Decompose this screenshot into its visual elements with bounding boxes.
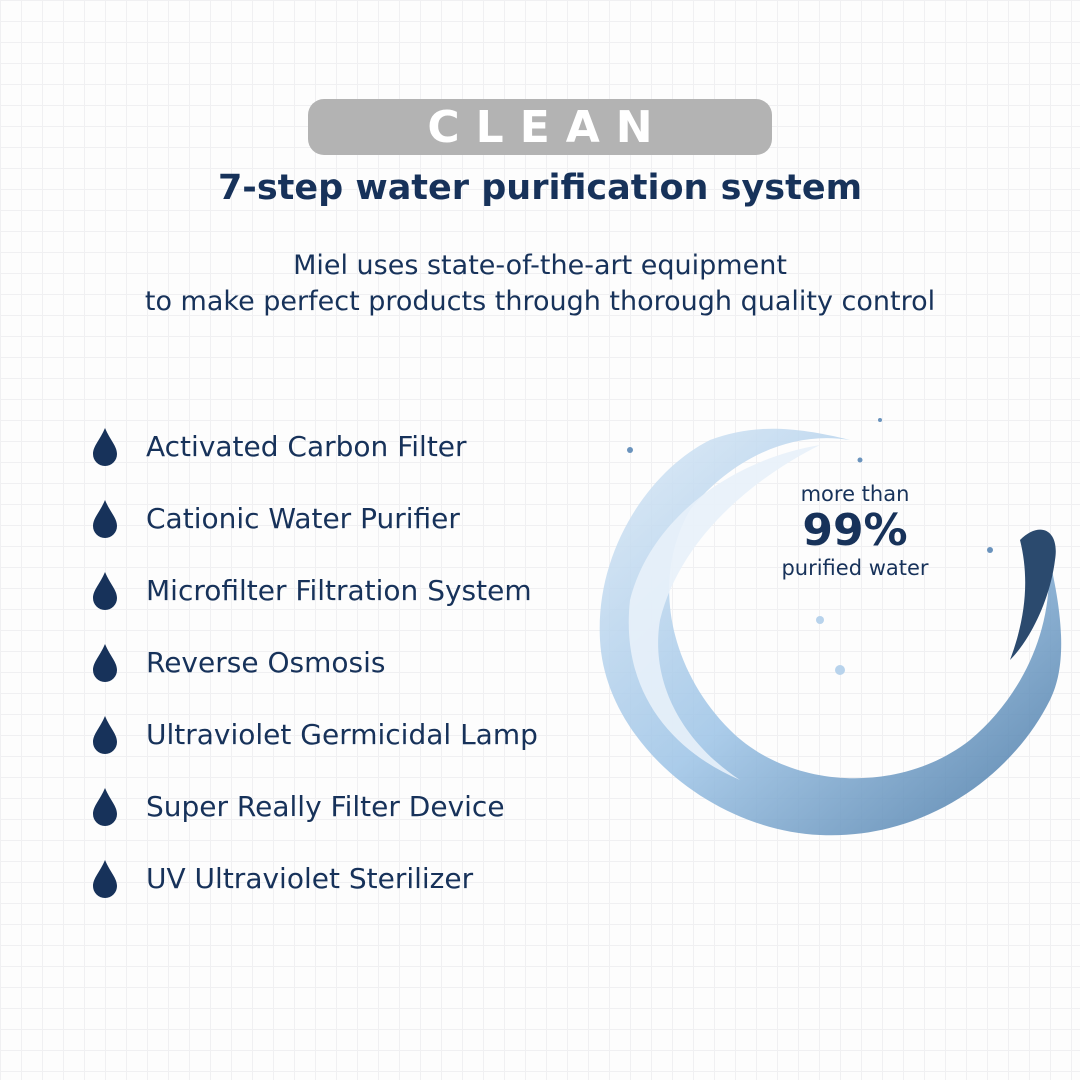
subtitle-line-1: Miel uses state-of-the-art equipment <box>293 250 787 281</box>
stat-suffix: purified water <box>781 556 929 580</box>
list-item: UV Ultraviolet Sterilizer <box>90 842 538 914</box>
water-splash-image <box>599 418 1062 836</box>
list-item: Cationic Water Purifier <box>90 482 538 554</box>
water-drop-icon <box>93 860 117 898</box>
subtitle-line-2: to make perfect products through thoroug… <box>144 286 936 317</box>
step-label: Super Really Filter Device <box>146 789 505 823</box>
step-label: Ultraviolet Germicidal Lamp <box>146 717 538 751</box>
list-item: Ultraviolet Germicidal Lamp <box>90 698 538 770</box>
list-item: Microfilter Filtration System <box>90 554 538 626</box>
subtitle: Miel uses state-of-the-art equipment to … <box>0 248 1080 320</box>
step-label: Activated Carbon Filter <box>146 429 467 463</box>
steps-list: Activated Carbon Filter Cationic Water P… <box>90 410 538 914</box>
step-label: UV Ultraviolet Sterilizer <box>146 861 474 895</box>
water-drop-icon <box>93 428 117 466</box>
list-item: Super Really Filter Device <box>90 770 538 842</box>
stat-value: 99% <box>802 505 908 556</box>
water-drop-icon <box>93 500 117 538</box>
step-label: Reverse Osmosis <box>146 645 386 679</box>
water-drop-icon <box>93 572 117 610</box>
stat-prefix: more than <box>800 482 910 506</box>
clean-badge: CLEAN <box>308 99 772 155</box>
purity-stat: more than 99% purified water <box>760 482 950 580</box>
water-drop-icon <box>93 788 117 826</box>
water-drop-icon <box>93 644 117 682</box>
step-label: Cationic Water Purifier <box>146 501 460 535</box>
water-drop-icon <box>93 716 117 754</box>
list-item: Activated Carbon Filter <box>90 410 538 482</box>
step-label: Microfilter Filtration System <box>146 573 532 607</box>
list-item: Reverse Osmosis <box>90 626 538 698</box>
page-title: 7-step water purification system <box>217 168 863 208</box>
